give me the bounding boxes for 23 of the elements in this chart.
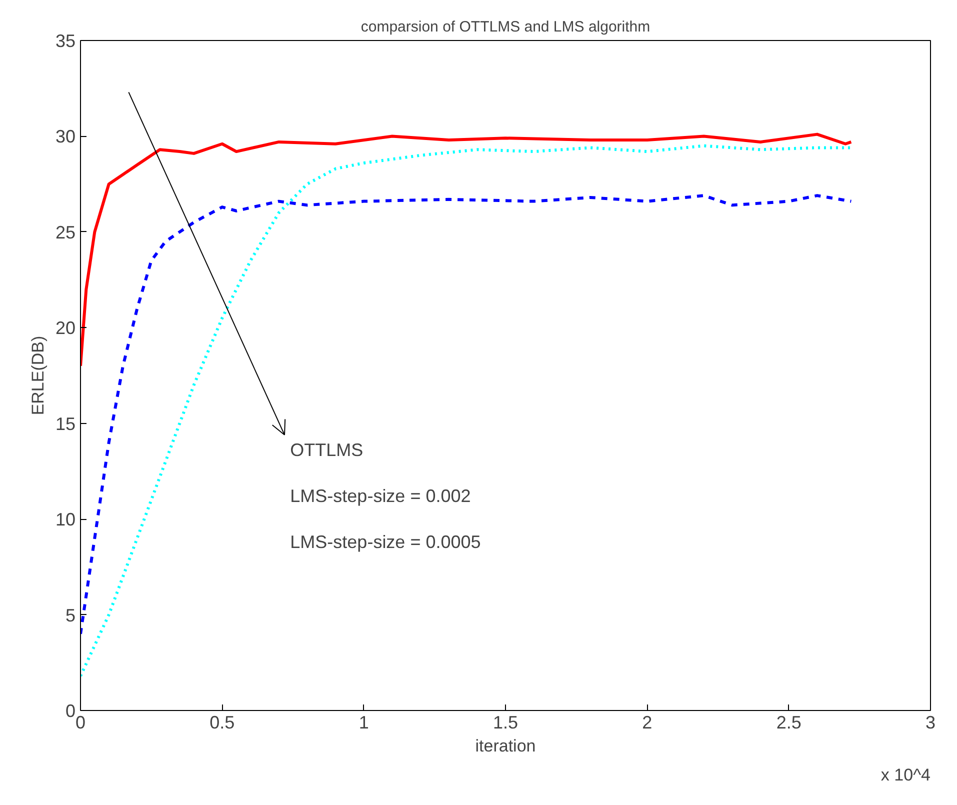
line-series (80, 144, 853, 678)
y-tick-label: 25 (55, 222, 76, 242)
x-tick-label: 0.5 (210, 712, 235, 732)
y-tick-label: 10 (55, 510, 76, 530)
y-tick-label: 35 (55, 31, 76, 51)
x-tick-label: 1.5 (492, 712, 518, 732)
x-tick-label: 3 (925, 712, 936, 732)
chart-title: comparsion of OTTLMS and LMS algorithm (360, 18, 650, 36)
y-tick-label: 30 (55, 126, 76, 147)
x-tick-label: 2 (642, 712, 652, 732)
y-tick-label: 15 (55, 414, 76, 434)
annotation: OTTLMS (290, 440, 364, 460)
line-series (80, 194, 853, 636)
x-axis-title: iteration (475, 736, 536, 756)
y-tick-label: 5 (65, 605, 76, 626)
y-axis-title: ERLE(DB) (28, 336, 48, 416)
y-tick-label: 20 (55, 318, 76, 338)
annotation: LMS-step-size = 0.002 (290, 486, 471, 506)
line-series (80, 132, 853, 368)
annotation: LMS-step-size = 0.0005 (290, 532, 481, 552)
text: x 10^4 (880, 766, 931, 784)
x-tick-label: 1 (358, 712, 369, 732)
x-tick-label: 2.5 (776, 712, 802, 732)
